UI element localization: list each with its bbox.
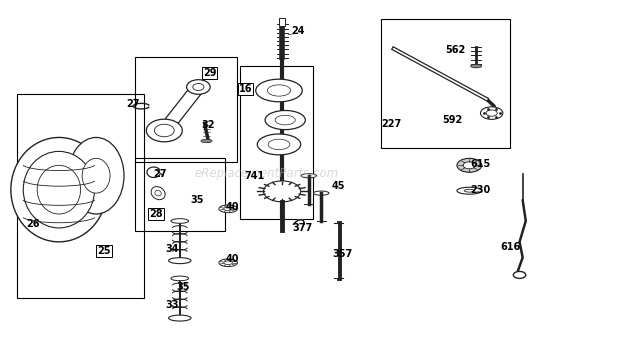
Text: 616: 616 xyxy=(500,242,520,252)
Bar xyxy=(240,66,313,219)
Text: 741: 741 xyxy=(244,171,264,181)
Ellipse shape xyxy=(257,134,301,155)
Text: 592: 592 xyxy=(443,115,463,125)
Ellipse shape xyxy=(171,219,188,223)
Ellipse shape xyxy=(464,189,474,192)
Ellipse shape xyxy=(219,259,237,267)
Ellipse shape xyxy=(146,119,182,142)
Text: 28: 28 xyxy=(149,209,163,219)
Text: 377: 377 xyxy=(293,223,312,233)
Text: 562: 562 xyxy=(445,46,465,55)
Ellipse shape xyxy=(301,174,316,178)
Ellipse shape xyxy=(224,261,232,264)
Text: 34: 34 xyxy=(166,244,179,254)
Ellipse shape xyxy=(268,139,290,150)
Ellipse shape xyxy=(171,276,188,281)
Text: 35: 35 xyxy=(176,282,190,292)
Circle shape xyxy=(264,181,301,202)
Ellipse shape xyxy=(275,115,295,125)
Text: 25: 25 xyxy=(97,246,111,255)
Text: 357: 357 xyxy=(332,249,352,259)
Polygon shape xyxy=(293,220,304,224)
Ellipse shape xyxy=(219,205,237,213)
Text: 27: 27 xyxy=(126,100,140,109)
Ellipse shape xyxy=(265,111,305,129)
Text: 33: 33 xyxy=(166,300,179,309)
Text: 32: 32 xyxy=(201,120,215,130)
Bar xyxy=(17,94,144,298)
Circle shape xyxy=(480,107,503,119)
Ellipse shape xyxy=(151,187,165,200)
Ellipse shape xyxy=(37,165,81,214)
Ellipse shape xyxy=(169,258,191,264)
Text: eReplacementParts.com: eReplacementParts.com xyxy=(195,167,339,181)
Text: 45: 45 xyxy=(331,181,345,191)
Text: 615: 615 xyxy=(471,159,490,168)
Bar xyxy=(135,57,237,162)
Text: 29: 29 xyxy=(203,68,216,78)
Text: 227: 227 xyxy=(382,119,402,128)
Text: 230: 230 xyxy=(471,185,490,195)
Bar xyxy=(135,158,225,231)
Ellipse shape xyxy=(255,79,303,102)
Ellipse shape xyxy=(201,139,212,143)
Bar xyxy=(381,19,510,148)
Ellipse shape xyxy=(169,315,191,321)
Ellipse shape xyxy=(193,84,204,90)
Ellipse shape xyxy=(24,151,94,228)
Ellipse shape xyxy=(267,85,291,96)
Ellipse shape xyxy=(11,137,107,242)
Ellipse shape xyxy=(471,64,482,68)
Ellipse shape xyxy=(154,124,174,137)
Text: 24: 24 xyxy=(291,26,304,36)
Text: 26: 26 xyxy=(27,220,40,229)
Bar xyxy=(279,18,285,26)
Ellipse shape xyxy=(457,187,482,194)
Ellipse shape xyxy=(187,80,210,94)
Circle shape xyxy=(513,271,526,278)
Circle shape xyxy=(463,162,476,169)
Ellipse shape xyxy=(224,207,232,211)
Text: 27: 27 xyxy=(153,169,167,179)
Text: 35: 35 xyxy=(190,195,204,205)
Ellipse shape xyxy=(68,137,124,214)
Ellipse shape xyxy=(82,158,110,193)
Text: 40: 40 xyxy=(226,254,239,264)
Text: 40: 40 xyxy=(226,202,239,212)
Ellipse shape xyxy=(155,190,161,196)
Circle shape xyxy=(486,110,497,116)
Circle shape xyxy=(457,158,482,172)
Ellipse shape xyxy=(314,191,329,195)
Text: 16: 16 xyxy=(239,84,252,94)
